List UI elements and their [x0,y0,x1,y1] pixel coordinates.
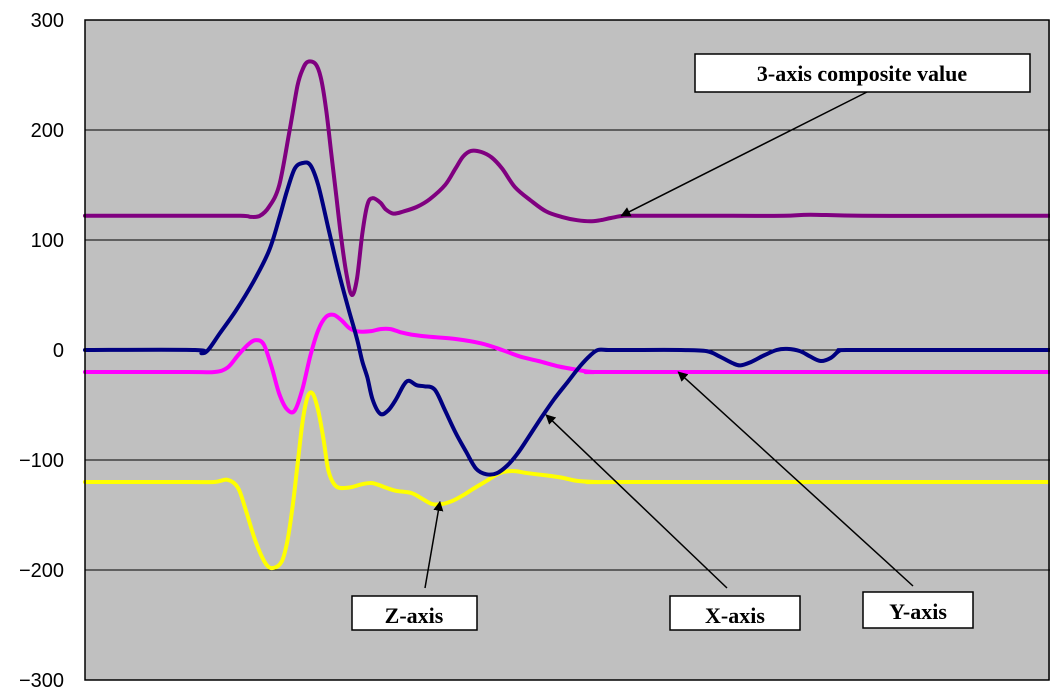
callout-box [862,591,974,629]
y-tick-label: −200 [19,560,64,582]
y-tick-label: 300 [31,10,64,32]
callout-x-axis: X-axis [545,414,801,631]
callout-arrow [620,91,868,217]
y-tick-label: 200 [31,120,64,142]
callout-z-axis: Z-axis [351,500,478,631]
series-line-z-axis [83,390,1050,571]
series-lines [83,59,1050,571]
series-line-x-axis [83,160,1050,477]
callout-3-axis-composite-value: 3-axis composite value [620,53,1031,217]
callout-box [694,53,1031,93]
series-line-3-axis-composite-value [83,59,1050,297]
callout-label: Y-axis [889,599,947,624]
callout-label: Z-axis [385,603,444,628]
callout-label: 3-axis composite value [757,61,967,86]
series-line-y-axis [83,312,1050,415]
callout-arrow [677,371,914,587]
plot-border [84,19,1050,681]
callout-label: X-axis [705,603,765,628]
callout-arrow [424,500,444,589]
callout-box [669,595,801,631]
callout-y-axis: Y-axis [677,371,974,629]
y-tick-label: −100 [19,450,64,472]
y-tick-label: −300 [19,670,64,692]
y-tick-label: 0 [53,340,64,362]
callouts: 3-axis composite value Z-axis X-axis Y-axis [351,53,1031,631]
y-axis-ticks: 300 200 100 0 −100 −200 −300 [19,10,64,692]
callout-arrow [545,414,728,589]
callout-box [351,595,478,631]
y-tick-label: 100 [31,230,64,252]
